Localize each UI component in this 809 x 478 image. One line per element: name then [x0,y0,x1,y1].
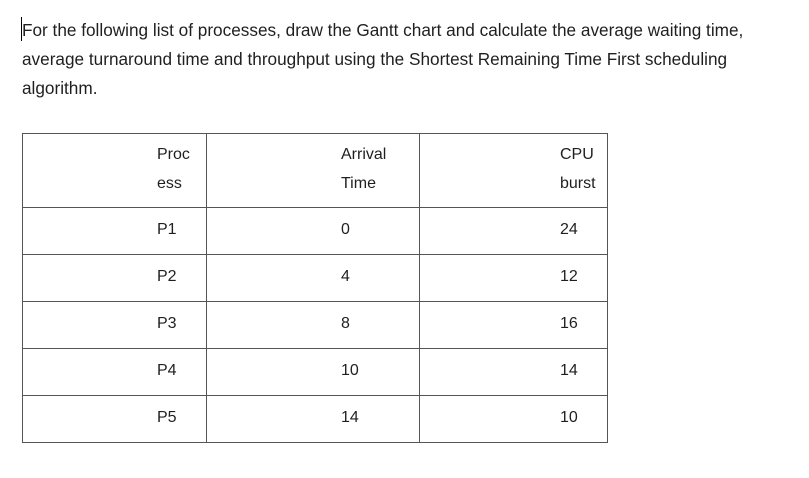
cell-text: 0 [341,221,350,238]
burst-cell: 16 [419,301,608,349]
cell-text: 8 [341,315,350,332]
cell-text: 14 [560,362,578,379]
question-text: For the following list of processes, dra… [22,16,802,103]
process-cell: P5 [22,395,207,443]
question-line: average turnaround time and throughput u… [22,49,728,69]
cell-text: 24 [560,221,578,238]
header-text: CPU [560,146,594,163]
header-text: ess [157,175,182,192]
table-header-row: Proc ess Arrival Time CPU burst [22,133,608,208]
header-cell-arrival-time: Arrival Time [206,133,420,208]
burst-cell: 14 [419,348,608,396]
cell-text: P3 [157,315,177,332]
table-row: P2 4 12 [22,254,608,302]
arrival-cell: 8 [206,301,420,349]
arrival-cell: 14 [206,395,420,443]
cell-text: P2 [157,268,177,285]
process-cell: P1 [22,207,207,255]
question-line: For the following list of processes, dra… [22,20,744,40]
cell-text: 10 [560,409,578,426]
table-row: P3 8 16 [22,301,608,349]
header-cell-cpu-burst: CPU burst [419,133,608,208]
cell-text: 16 [560,315,578,332]
process-cell: P4 [22,348,207,396]
cell-text: P5 [157,409,177,426]
cell-text: P1 [157,221,177,238]
header-text: Time [341,175,376,192]
cell-text: P4 [157,362,177,379]
header-text: Arrival [341,146,387,163]
process-cell: P3 [22,301,207,349]
arrival-cell: 0 [206,207,420,255]
burst-cell: 24 [419,207,608,255]
header-text: burst [560,175,596,192]
burst-cell: 12 [419,254,608,302]
arrival-cell: 10 [206,348,420,396]
question-line: algorithm. [22,78,98,98]
cell-text: 12 [560,268,578,285]
process-cell: P2 [22,254,207,302]
header-cell-process: Proc ess [22,133,207,208]
header-text: Proc [157,146,190,163]
process-table: Proc ess Arrival Time CPU burst P1 0 24 [22,133,608,443]
table-row: P4 10 14 [22,348,608,396]
text-cursor [21,17,22,41]
cell-text: 4 [341,268,350,285]
cell-text: 10 [341,362,359,379]
arrival-cell: 4 [206,254,420,302]
burst-cell: 10 [419,395,608,443]
table-row: P5 14 10 [22,395,608,443]
table-row: P1 0 24 [22,207,608,255]
cell-text: 14 [341,409,359,426]
